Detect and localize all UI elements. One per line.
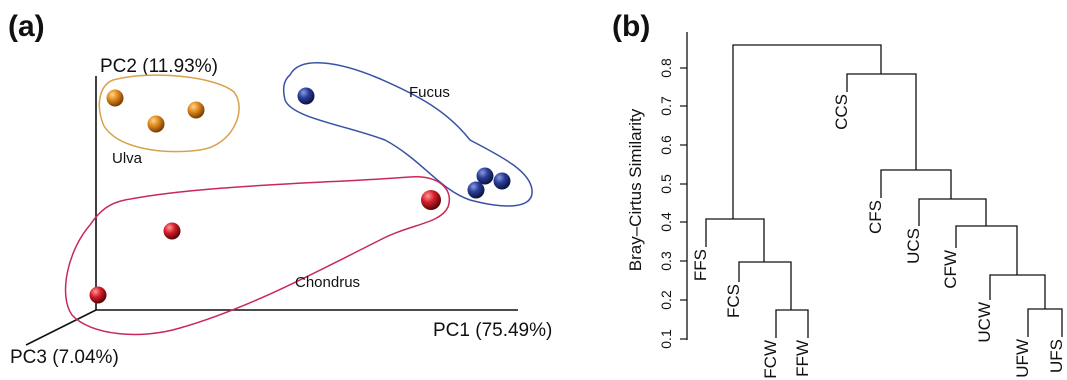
branch-left [705,218,765,262]
panel-b-label: (b) [612,10,650,43]
pc3-axis-label: PC3 (7.04%) [10,347,119,368]
branch-cfw [955,225,1018,275]
dendrogram-branches [705,44,1063,338]
branch-fcs [738,261,792,310]
fucus-outline [282,62,533,207]
chondrus-outline [64,176,451,336]
y-tick-label: 0.2 [658,290,674,310]
leaf-label: FFW [793,340,812,377]
y-tick-label: 0.6 [658,135,674,155]
ulva-point [187,101,205,119]
panel-a-label: (a) [8,10,45,43]
y-tick-label: 0.7 [658,96,674,116]
branch-ucw [989,274,1046,309]
branch-ucs [918,198,987,226]
pc2-axis-label: PC2 (11.93%) [100,56,218,77]
dendrogram-panel: (b) Bray–Cirtus Similarity 0.1 0.2 0.3 0… [612,10,1066,379]
chondrus-point [163,222,181,240]
leaf-label: CFS [866,200,885,234]
fucus-point [297,87,315,105]
y-tick-label: 0.8 [658,58,674,78]
leaf-label: FCS [724,284,743,318]
y-tick-label: 0.4 [658,212,674,232]
ulva-point [106,89,124,107]
leaf-labels: FFS FCS FCW FFW CCS CFS UCS CFW UCW UFW … [691,94,1066,379]
fucus-point [476,167,494,185]
branch-cfs [880,169,952,199]
y-tick-label: 0.1 [658,329,674,349]
branch-root [732,44,882,219]
leaf-label: FCW [761,340,780,379]
fucus-point [493,172,511,190]
leaf-label: UCW [975,302,994,343]
pca-panel: (a) PC2 (11.93%) PC1 (75.49%) PC3 (7.04%… [8,10,552,368]
ulva-point [147,115,165,133]
leaf-label: FFS [691,249,710,281]
leaf-label: UFS [1047,339,1066,373]
branch-fcw-ffw [775,309,809,338]
y-ticks [680,67,687,340]
y-tick-label: 0.3 [658,251,674,271]
pc3-axis [25,309,97,346]
y-tick-label: 0.5 [658,174,674,194]
chondrus-label: Chondrus [295,274,360,291]
leaf-label: UCS [904,228,923,264]
leaf-label: UFW [1013,339,1032,378]
dendrogram-y-axis-label: Bray–Cirtus Similarity [626,108,645,271]
ulva-outline [98,74,240,153]
leaf-label: CCS [832,94,851,130]
chondrus-point [421,190,441,210]
chondrus-point [89,286,107,304]
ulva-label: Ulva [112,150,143,167]
fucus-point [467,181,485,199]
branch-ufw-ufs [1027,308,1063,337]
branch-right [846,73,917,170]
y-tick-labels: 0.1 0.2 0.3 0.4 0.5 0.6 0.7 0.8 [658,58,674,349]
fucus-label: Fucus [409,84,450,101]
pc1-axis-label: PC1 (75.49%) [433,320,552,341]
leaf-label: CFW [941,250,960,289]
